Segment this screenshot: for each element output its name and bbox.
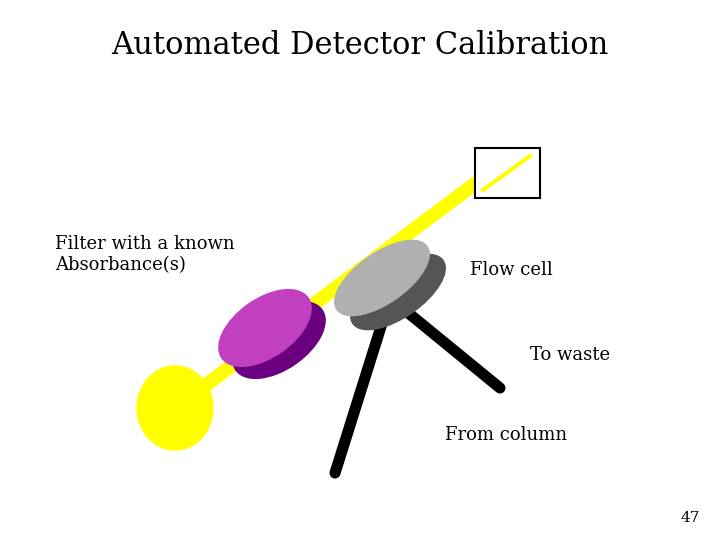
Ellipse shape [219,289,311,366]
Ellipse shape [233,302,325,379]
Text: From column: From column [445,426,567,444]
Ellipse shape [137,366,213,450]
Text: To waste: To waste [530,346,610,364]
Ellipse shape [335,240,429,315]
Text: Filter with a known
Absorbance(s): Filter with a known Absorbance(s) [55,235,235,274]
Ellipse shape [351,254,445,329]
Text: Automated Detector Calibration: Automated Detector Calibration [112,30,608,60]
Bar [475,148,540,198]
Text: Flow cell: Flow cell [470,261,553,279]
Text: 47: 47 [680,511,700,525]
